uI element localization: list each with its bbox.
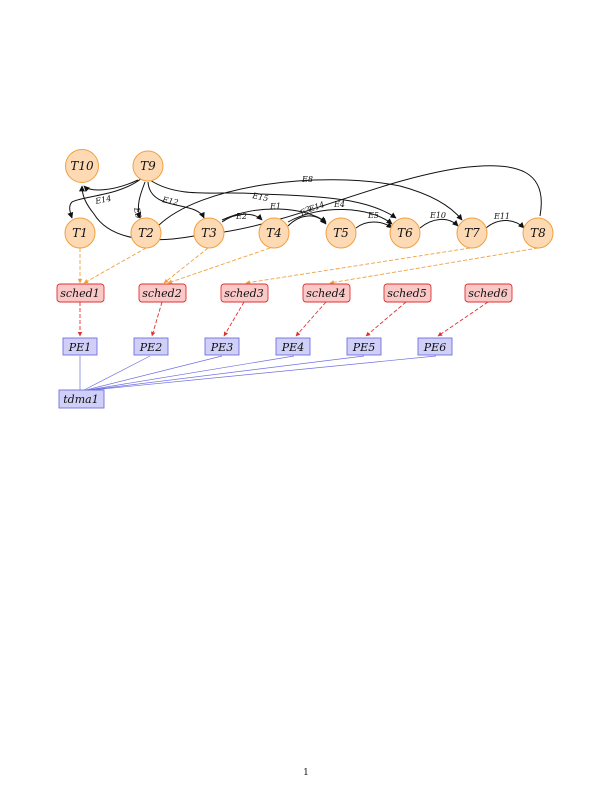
edge-e9 (135, 181, 146, 219)
task-label: T5 (333, 226, 349, 240)
task-label: T10 (70, 159, 94, 173)
sched-node-4: sched4 (302, 283, 351, 303)
bus-pe4 (87, 355, 295, 391)
map-sched2-pe2 (150, 301, 163, 337)
task-edges (67, 165, 542, 241)
map-t4-sched2 (167, 247, 271, 284)
pe-label: PE2 (139, 341, 162, 354)
edge-e3 (287, 215, 327, 227)
task-scheduler-mappings (77, 247, 539, 285)
edge-label-e1: E1 (269, 202, 281, 211)
map-sched6-pe6 (437, 301, 489, 337)
task-label: T6 (397, 226, 413, 240)
edge-label-e12: E12 (161, 195, 180, 207)
processor-nodes: PE1 PE2 PE3 PE4 PE5 PE6 (62, 337, 453, 356)
sched-label: sched6 (468, 287, 507, 300)
map-sched3-pe3 (223, 301, 245, 337)
edge-label-e5: E5 (367, 211, 379, 220)
task-node-t10: T10 (65, 149, 99, 183)
sched-node-2: sched2 (138, 283, 187, 303)
sched-node-3: sched3 (220, 283, 269, 303)
edge-label-e2: E2 (235, 212, 247, 221)
bus-label: tdma1 (63, 393, 98, 406)
map-t7-sched3 (245, 247, 471, 285)
task-node-t7: T7 (456, 217, 488, 249)
pe-node-5: PE5 (346, 337, 382, 356)
edge-label-e15: E15 (251, 191, 270, 203)
sched-label: sched1 (60, 287, 99, 300)
edge-t3-t8 (223, 165, 542, 233)
bus-pe2 (83, 355, 151, 391)
task-label: T8 (530, 226, 546, 240)
edge-label-e11: E11 (493, 212, 510, 221)
bus-connections (79, 355, 437, 391)
sched-node-6: sched6 (464, 283, 513, 303)
page-number: 1 (303, 768, 309, 778)
task-node-t6: T6 (389, 217, 421, 249)
task-node-t9: T9 (132, 150, 164, 182)
edge-e8 (157, 179, 463, 227)
pe-label: PE4 (281, 341, 304, 354)
pe-label: PE3 (210, 341, 233, 354)
scheduler-pe-mappings (77, 301, 489, 337)
edge-label-e10: E10 (429, 211, 446, 220)
sched-node-5: sched5 (383, 283, 432, 303)
pe-label: PE5 (352, 341, 375, 354)
pe-node-4: PE4 (275, 337, 311, 356)
scheduler-nodes: sched1 sched2 sched3 sched4 sched5 sched… (56, 283, 513, 303)
map-t8-sched4 (329, 247, 539, 285)
task-node-t5: T5 (325, 217, 357, 249)
task-label: T2 (138, 226, 154, 240)
edge-label-e8: E8 (301, 175, 313, 184)
pe-node-2: PE2 (133, 337, 169, 356)
pe-node-1: PE1 (62, 337, 98, 356)
task-label: T1 (72, 226, 88, 240)
edge-e13 (67, 177, 143, 219)
pe-label: PE1 (68, 341, 91, 354)
edge-e2 (221, 213, 263, 223)
edge-t3-t10 (79, 185, 195, 241)
edge-e15 (149, 179, 397, 219)
edge-label-e13: E14 (94, 194, 113, 206)
edge-e5 (355, 221, 393, 229)
task-node-t4: T4 (258, 217, 290, 249)
edge-e4 (287, 208, 393, 225)
task-node-t3: T3 (193, 217, 225, 249)
edge-e10 (419, 219, 459, 229)
task-label: T9 (140, 159, 156, 173)
bus-node-tdma1: tdma1 (58, 389, 105, 409)
task-node-t2: T2 (130, 217, 162, 249)
task-node-t1: T1 (64, 217, 96, 249)
sched-label: sched2 (142, 287, 181, 300)
pe-label: PE6 (423, 341, 446, 354)
sched-label: sched3 (224, 287, 263, 300)
task-nodes: T10 T9 T1 T2 T3 T4 T5 T6 (64, 149, 554, 249)
bus-pe3 (85, 355, 223, 391)
edge-label-e9: E9 (132, 206, 143, 219)
pe-node-6: PE6 (417, 337, 453, 356)
bus-pe5 (89, 355, 365, 391)
map-sched5-pe5 (365, 301, 407, 337)
task-label: T7 (464, 226, 480, 240)
edge-e11 (485, 220, 525, 229)
bus-pe6 (91, 355, 437, 391)
edge-t9-t10 (83, 179, 139, 192)
sched-label: sched5 (387, 287, 426, 300)
task-label: T3 (201, 226, 217, 240)
edge-e12 (147, 181, 205, 219)
sched-label: sched4 (306, 287, 345, 300)
pe-node-3: PE3 (204, 337, 240, 356)
task-label: T4 (266, 226, 282, 240)
edge-label-e4: E4 (333, 200, 345, 209)
sched-node-1: sched1 (56, 283, 105, 303)
map-t3-sched2 (163, 247, 209, 284)
task-node-t8: T8 (522, 217, 554, 249)
map-sched4-pe4 (295, 301, 327, 337)
map-t2-sched1 (83, 247, 147, 284)
